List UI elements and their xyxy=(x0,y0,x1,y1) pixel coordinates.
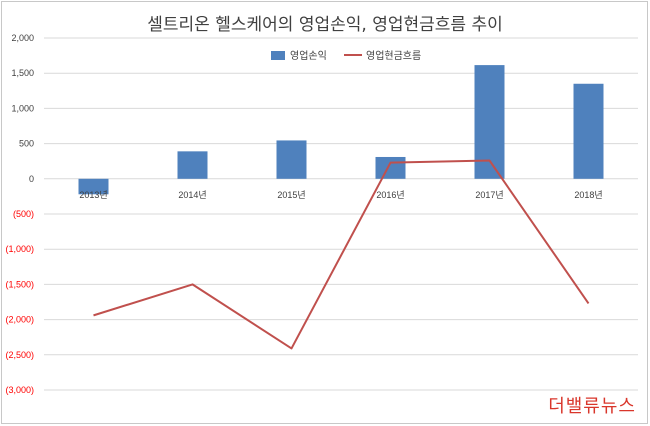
y-tick-label: 2,000 xyxy=(11,33,34,43)
y-tick-label: 1,500 xyxy=(11,68,34,78)
x-tick-label: 2018년 xyxy=(574,190,602,200)
legend-label-operating-profit: 영업손익 xyxy=(290,49,327,62)
legend: 영업손익 영업현금흐름 xyxy=(271,49,421,62)
legend-label-operating-cash-flow: 영업현금흐름 xyxy=(366,49,421,62)
y-tick-label: (2,000) xyxy=(5,315,34,325)
bar xyxy=(276,140,307,179)
y-tick-label: 1,000 xyxy=(11,103,34,113)
bar xyxy=(375,156,406,179)
y-tick-label: (1,500) xyxy=(5,279,34,289)
y-tick-label: (2,500) xyxy=(5,350,34,360)
bar xyxy=(78,178,109,195)
series-line-operating-cash-flow xyxy=(93,159,590,350)
bar xyxy=(573,83,604,179)
x-tick-label: 2013년 xyxy=(79,190,107,200)
x-tick-label: 2015년 xyxy=(277,190,305,200)
x-tick-label: 2017년 xyxy=(475,190,503,200)
x-tick-label: 2014년 xyxy=(178,190,206,200)
legend-swatch-bar xyxy=(271,51,285,60)
y-tick-label: 0 xyxy=(29,174,34,184)
watermark-logo: 더밸류뉴스 xyxy=(548,396,636,417)
bar xyxy=(177,151,208,179)
y-tick-label: (500) xyxy=(13,209,34,219)
chart-title: 셀트리온 헬스케어의 영업손익, 영업현금흐름 추이 xyxy=(147,15,503,35)
y-tick-label: 500 xyxy=(19,139,34,149)
y-tick-label: (3,000) xyxy=(5,385,34,395)
x-tick-label: 2016년 xyxy=(376,190,404,200)
y-tick-label: (1,000) xyxy=(5,244,34,254)
